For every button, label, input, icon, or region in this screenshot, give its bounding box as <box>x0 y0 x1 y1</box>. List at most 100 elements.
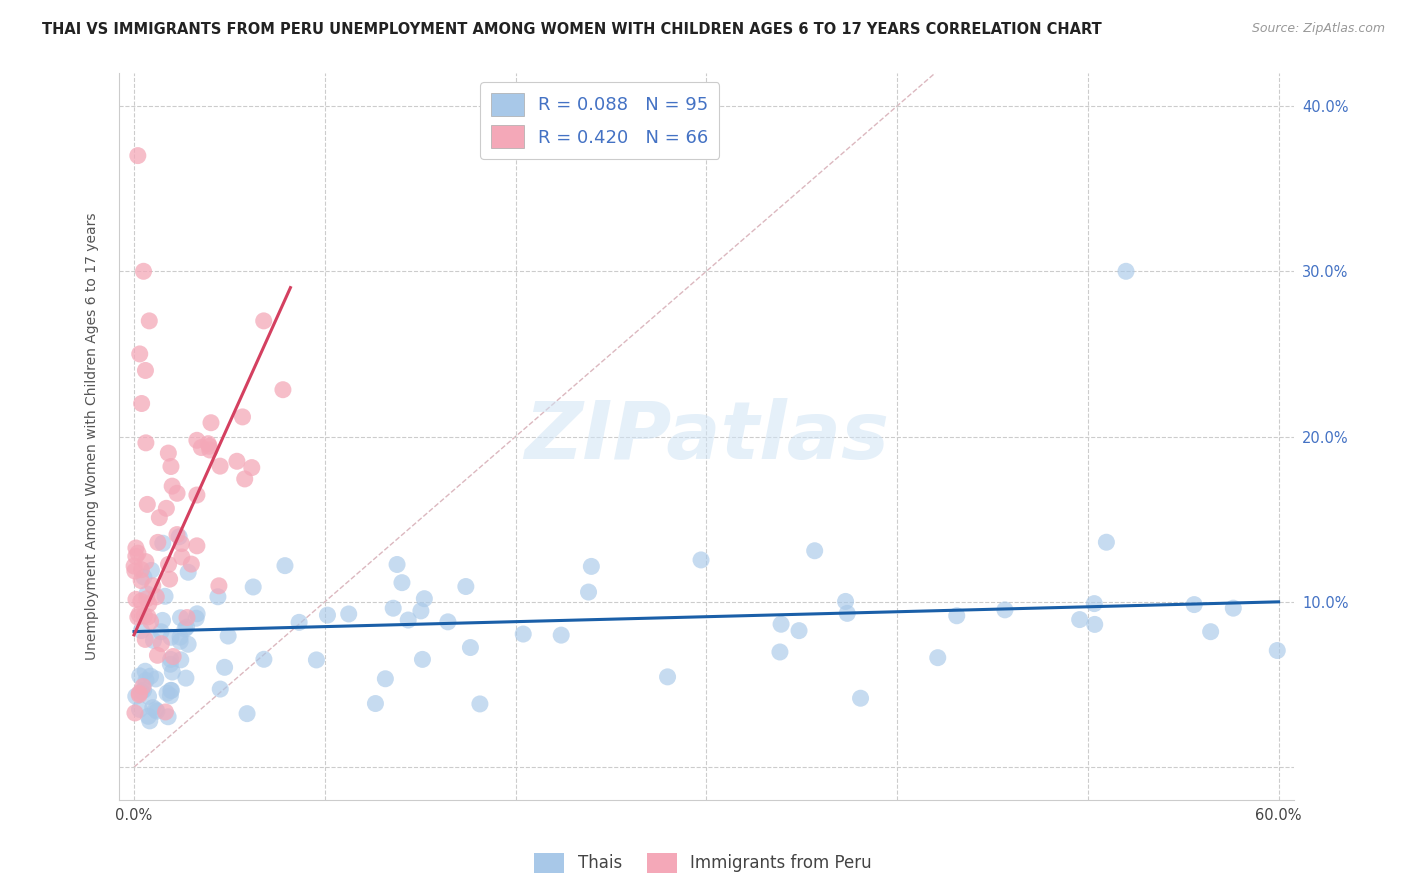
Point <box>169 634 191 648</box>
Point <box>148 510 170 524</box>
Point <box>198 442 221 457</box>
Point <box>550 628 572 642</box>
Point <box>186 607 208 621</box>
Point <box>146 648 169 663</box>
Point <box>460 640 482 655</box>
Point <box>134 632 156 647</box>
Point <box>837 607 859 621</box>
Point <box>391 575 413 590</box>
Point <box>198 439 221 453</box>
Point <box>834 594 856 608</box>
Point <box>128 702 150 716</box>
Point <box>1084 617 1107 632</box>
Point <box>157 558 180 572</box>
Point <box>1095 535 1118 549</box>
Point <box>150 637 173 651</box>
Point <box>135 555 157 569</box>
Point <box>166 527 188 541</box>
Point <box>128 669 150 683</box>
Point <box>125 549 148 564</box>
Point <box>128 688 150 702</box>
Point <box>1083 597 1105 611</box>
Point <box>124 564 146 578</box>
Point <box>337 607 360 621</box>
Point <box>1222 601 1244 615</box>
Point <box>138 597 160 611</box>
Point <box>166 486 188 500</box>
Point <box>240 460 263 475</box>
Point <box>125 690 148 704</box>
Point <box>125 592 148 607</box>
Point <box>157 446 180 460</box>
Point <box>134 665 156 679</box>
Point <box>231 409 253 424</box>
Point <box>139 714 162 728</box>
Point <box>134 608 156 623</box>
Point <box>132 680 155 694</box>
Point <box>170 653 193 667</box>
Point <box>170 536 193 550</box>
Point <box>167 530 190 544</box>
Point <box>169 611 191 625</box>
Point <box>374 672 396 686</box>
Point <box>135 673 157 688</box>
Point <box>159 572 181 586</box>
Point <box>142 700 165 714</box>
Point <box>131 563 153 577</box>
Y-axis label: Unemployment Among Women with Children Ages 6 to 17 years: Unemployment Among Women with Children A… <box>86 213 100 660</box>
Point <box>156 686 179 700</box>
Point <box>155 501 177 516</box>
Point <box>186 539 208 553</box>
Point <box>174 671 197 685</box>
Point <box>159 657 181 672</box>
Point <box>217 629 239 643</box>
Point <box>1199 624 1222 639</box>
Text: THAI VS IMMIGRANTS FROM PERU UNEMPLOYMENT AMONG WOMEN WITH CHILDREN AGES 6 TO 17: THAI VS IMMIGRANTS FROM PERU UNEMPLOYMEN… <box>42 22 1102 37</box>
Point <box>396 613 419 627</box>
Point <box>127 610 149 624</box>
Point <box>197 436 219 450</box>
Point <box>787 624 810 638</box>
Point <box>131 684 153 698</box>
Point <box>135 591 157 606</box>
Point <box>305 653 328 667</box>
Point <box>803 543 825 558</box>
Point <box>769 645 792 659</box>
Point <box>145 672 167 686</box>
Point <box>214 660 236 674</box>
Point <box>253 314 276 328</box>
Point <box>233 472 256 486</box>
Point <box>132 264 155 278</box>
Point <box>160 459 183 474</box>
Point <box>180 557 202 571</box>
Point <box>139 669 162 683</box>
Point <box>142 633 165 648</box>
Point <box>138 314 160 328</box>
Point <box>159 652 181 666</box>
Point <box>134 363 156 377</box>
Point <box>690 553 713 567</box>
Point <box>169 630 191 644</box>
Point <box>994 603 1017 617</box>
Point <box>136 709 159 723</box>
Point <box>385 558 408 572</box>
Point <box>129 574 152 588</box>
Point <box>157 710 180 724</box>
Point <box>146 535 169 549</box>
Point <box>770 617 793 632</box>
Point <box>136 610 159 624</box>
Point <box>155 705 177 719</box>
Point <box>288 615 311 630</box>
Point <box>186 488 208 502</box>
Point <box>578 585 600 599</box>
Point <box>512 627 534 641</box>
Point <box>657 670 679 684</box>
Point <box>124 706 146 720</box>
Point <box>409 604 432 618</box>
Point <box>177 637 200 651</box>
Text: Source: ZipAtlas.com: Source: ZipAtlas.com <box>1251 22 1385 36</box>
Point <box>128 686 150 700</box>
Point <box>236 706 259 721</box>
Point <box>242 580 264 594</box>
Point <box>1069 613 1091 627</box>
